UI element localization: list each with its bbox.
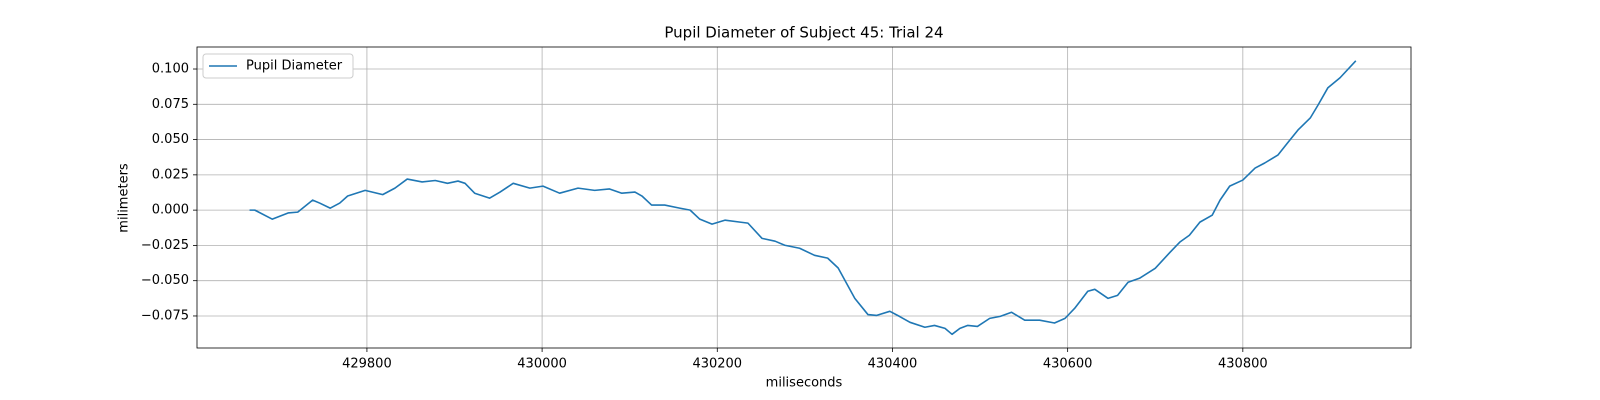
y-tick-label: 0.025	[152, 167, 189, 182]
y-tick-label: 0.000	[152, 203, 189, 218]
y-tick-label: 0.075	[152, 97, 189, 112]
data-line	[249, 60, 1357, 336]
y-tick-label: 0.100	[152, 62, 189, 77]
legend-box	[202, 53, 354, 79]
x-tick-label: 430200	[692, 357, 742, 372]
y-axis-label: milimeters	[117, 163, 132, 233]
x-tick-label: 430600	[1043, 357, 1093, 372]
y-tick-label: −0.050	[141, 273, 189, 288]
x-tick-label: 430000	[517, 357, 567, 372]
chart-title: Pupil Diameter of Subject 45: Trial 24	[664, 24, 943, 42]
y-tick-label: −0.025	[141, 238, 189, 253]
x-axis-label: miliseconds	[766, 376, 843, 391]
legend-label: Pupil Diameter	[246, 59, 343, 74]
x-tick-label: 430800	[1218, 357, 1268, 372]
x-tick-label: 430400	[868, 357, 918, 372]
y-tick-label: 0.050	[152, 132, 189, 147]
x-tick-label: 429800	[342, 357, 392, 372]
y-tick-label: −0.075	[141, 308, 189, 323]
plot-frame	[196, 46, 1412, 349]
